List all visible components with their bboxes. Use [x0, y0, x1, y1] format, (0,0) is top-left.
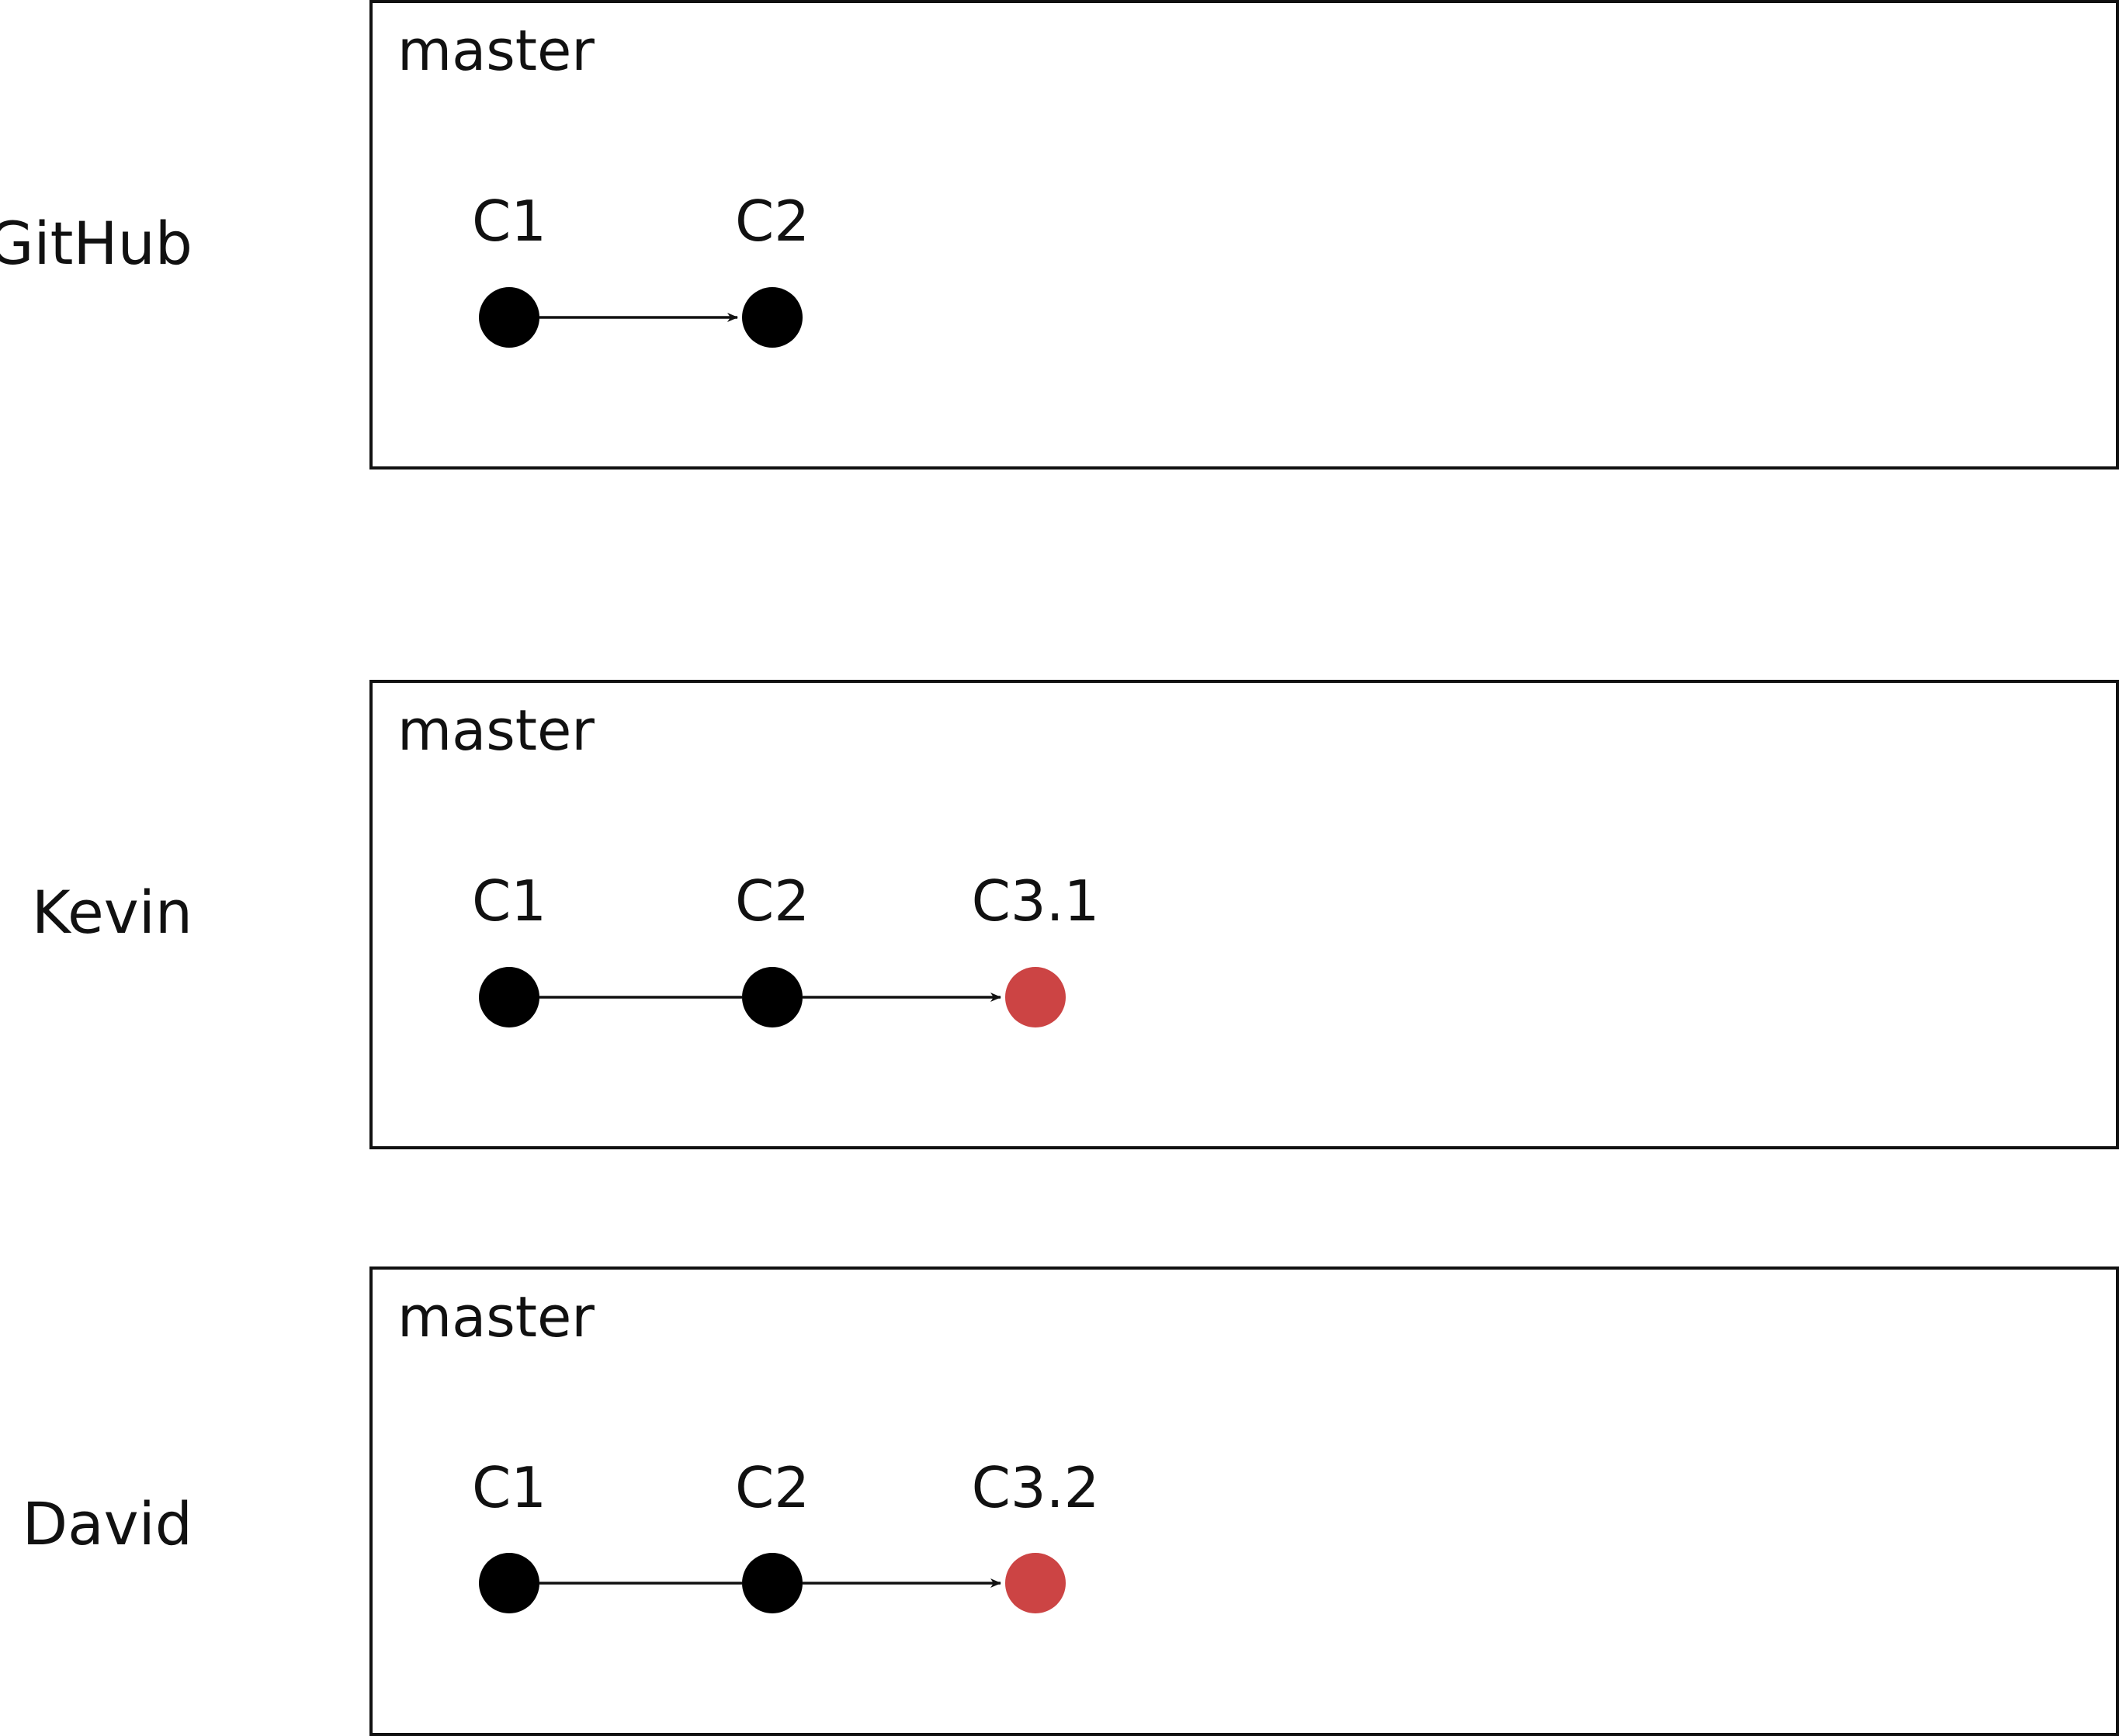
branch-label: master	[397, 1284, 595, 1350]
branch-label: master	[397, 698, 595, 763]
commit-label: C1	[472, 189, 546, 254]
commit-node-diverged	[1005, 1553, 1066, 1613]
commit-label: C1	[472, 868, 546, 934]
commit-label: C3.1	[972, 868, 1100, 934]
commit-label: C1	[472, 1455, 546, 1520]
repo-panel-kevin: Kevin master C1 C2 C3.1	[32, 680, 2119, 1149]
commit-label: C2	[735, 1455, 810, 1520]
commit-node	[479, 287, 539, 348]
commit-node-diverged	[1005, 967, 1066, 1027]
commit-label: C3.2	[972, 1455, 1100, 1520]
commit-label: C2	[735, 868, 810, 934]
repo-panel-david: David master C1 C2 C3.2	[23, 1266, 2119, 1736]
commit-node	[479, 1553, 539, 1613]
repo-name: GitHub	[0, 209, 192, 278]
commit-node	[742, 1553, 803, 1613]
commit-label: C2	[735, 189, 810, 254]
repo-box	[369, 680, 2119, 1149]
repo-name: Kevin	[32, 878, 192, 947]
commit-node	[479, 967, 539, 1027]
repo-box	[369, 0, 2119, 470]
commit-node	[742, 967, 803, 1027]
repo-panel-github: GitHub master C1 C2	[0, 0, 2119, 470]
branch-label: master	[397, 18, 595, 83]
repo-name: David	[23, 1489, 192, 1558]
commit-node	[742, 287, 803, 348]
repo-box	[369, 1266, 2119, 1736]
